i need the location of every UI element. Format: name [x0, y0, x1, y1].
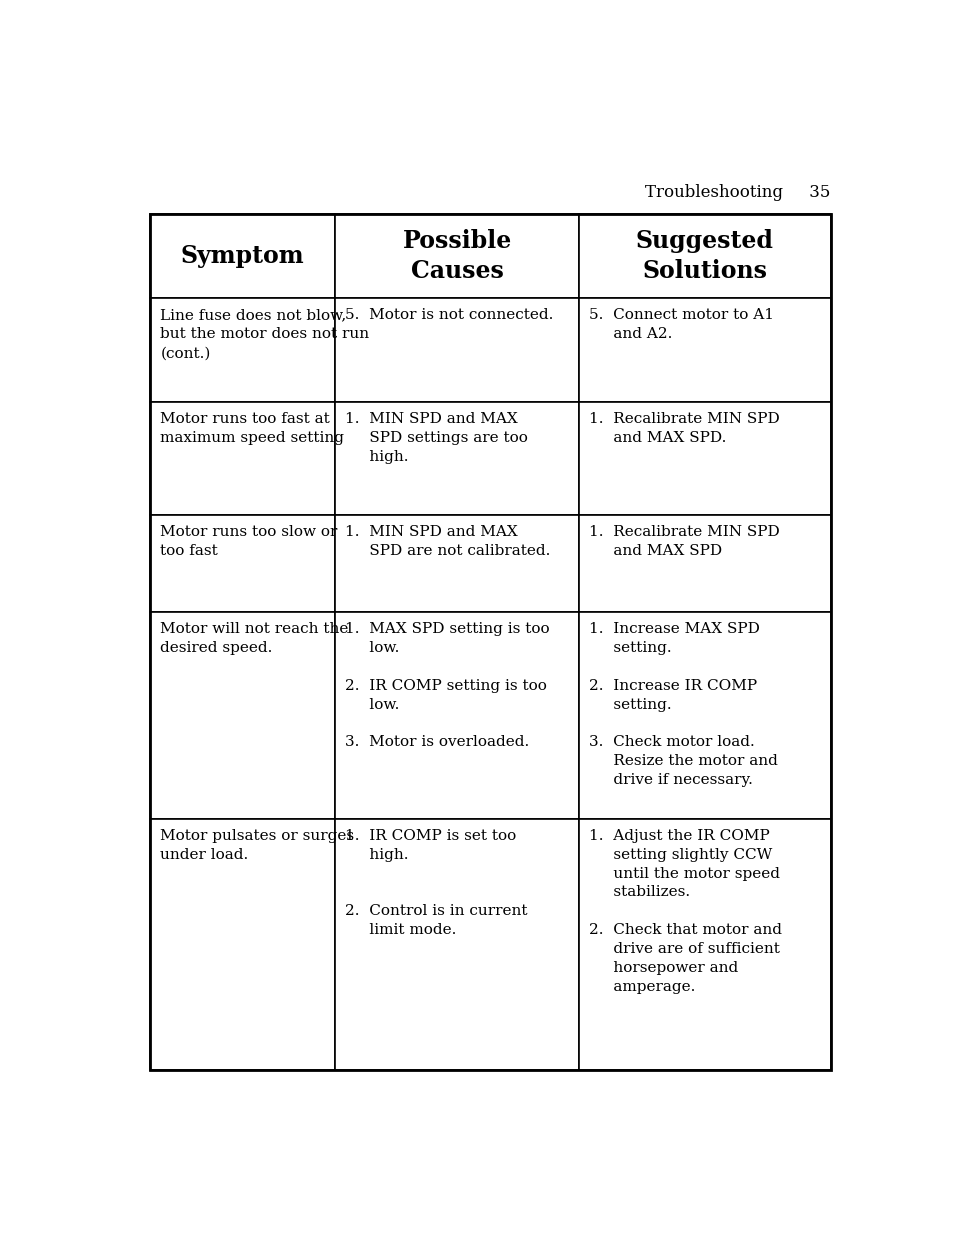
Bar — [578, 611, 830, 819]
Bar — [150, 515, 335, 611]
Bar — [578, 515, 830, 611]
Text: 5.  Motor is not connected.: 5. Motor is not connected. — [345, 309, 553, 322]
Bar — [335, 401, 578, 515]
Bar — [150, 611, 335, 819]
Text: Motor runs too fast at
maximum speed setting: Motor runs too fast at maximum speed set… — [160, 411, 344, 445]
Bar — [578, 401, 830, 515]
Text: Symptom: Symptom — [181, 245, 304, 268]
Text: 5.  Connect motor to A1
     and A2.: 5. Connect motor to A1 and A2. — [588, 309, 773, 341]
Bar — [150, 401, 335, 515]
Text: Possible
Causes: Possible Causes — [402, 230, 511, 283]
Text: 1.  Recalibrate MIN SPD
     and MAX SPD.: 1. Recalibrate MIN SPD and MAX SPD. — [588, 411, 779, 445]
Text: 1.  Recalibrate MIN SPD
     and MAX SPD: 1. Recalibrate MIN SPD and MAX SPD — [588, 525, 779, 558]
Bar — [578, 299, 830, 401]
Bar — [578, 214, 830, 299]
Text: Suggested
Solutions: Suggested Solutions — [636, 230, 773, 283]
Text: Troubleshooting     35: Troubleshooting 35 — [644, 184, 830, 200]
Bar — [578, 819, 830, 1070]
Text: Motor will not reach the
desired speed.: Motor will not reach the desired speed. — [160, 621, 349, 655]
Bar — [335, 611, 578, 819]
Text: Motor pulsates or surges
under load.: Motor pulsates or surges under load. — [160, 829, 355, 862]
Bar — [335, 515, 578, 611]
Bar — [335, 299, 578, 401]
Bar — [335, 819, 578, 1070]
Text: Line fuse does not blow,
but the motor does not run
(cont.): Line fuse does not blow, but the motor d… — [160, 309, 369, 361]
Bar — [150, 299, 335, 401]
Text: 1.  IR COMP is set too
     high.


2.  Control is in current
     limit mode.: 1. IR COMP is set too high. 2. Control i… — [345, 829, 527, 937]
Text: 1.  MAX SPD setting is too
     low.

2.  IR COMP setting is too
     low.

3.  : 1. MAX SPD setting is too low. 2. IR COM… — [345, 621, 550, 750]
Bar — [335, 214, 578, 299]
Bar — [150, 214, 335, 299]
Text: 1.  MIN SPD and MAX
     SPD settings are too
     high.: 1. MIN SPD and MAX SPD settings are too … — [345, 411, 528, 463]
Text: 1.  Adjust the IR COMP
     setting slightly CCW
     until the motor speed
    : 1. Adjust the IR COMP setting slightly C… — [588, 829, 781, 994]
Text: 1.  MIN SPD and MAX
     SPD are not calibrated.: 1. MIN SPD and MAX SPD are not calibrate… — [345, 525, 550, 558]
Bar — [150, 819, 335, 1070]
Text: 1.  Increase MAX SPD
     setting.

2.  Increase IR COMP
     setting.

3.  Chec: 1. Increase MAX SPD setting. 2. Increase… — [588, 621, 777, 787]
Text: Motor runs too slow or
too fast: Motor runs too slow or too fast — [160, 525, 337, 558]
